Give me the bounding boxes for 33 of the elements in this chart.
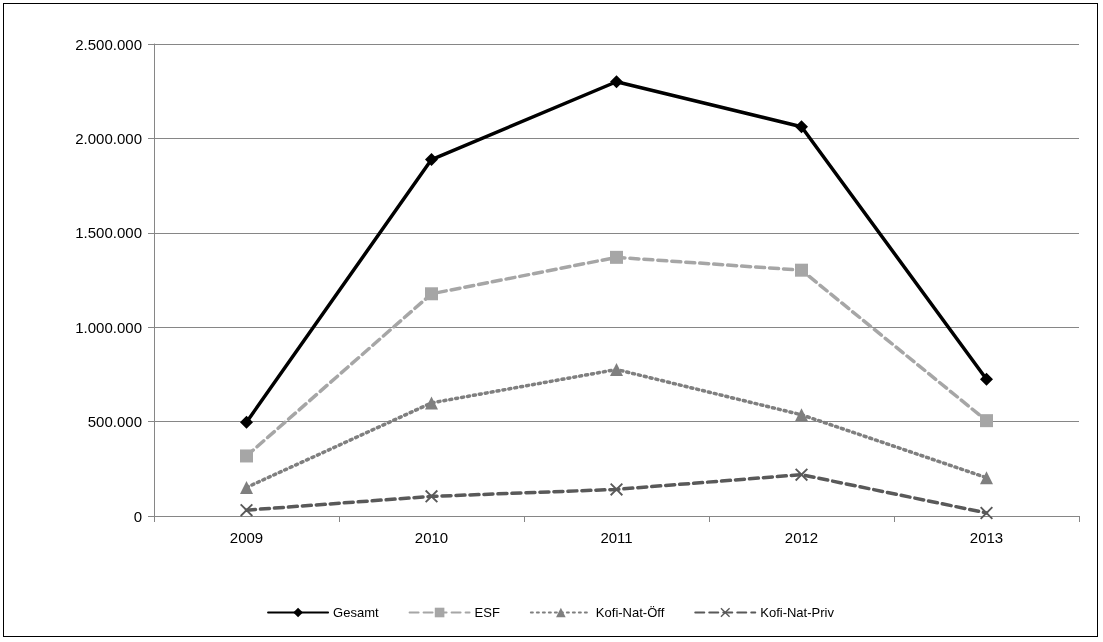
y-tick-label: 1.000.000 (75, 318, 142, 336)
x-tick-label: 2011 (600, 529, 633, 546)
point (240, 449, 253, 463)
point (795, 408, 808, 422)
x-tick-label: 2013 (969, 529, 1004, 546)
point (795, 468, 808, 482)
legend-label: Kofi-Nat-Öff (595, 605, 665, 620)
point (980, 471, 993, 485)
x-tick-label: 2012 (784, 529, 819, 546)
point (425, 153, 438, 167)
point (980, 414, 993, 428)
x-tick-label: 2010 (414, 529, 449, 546)
legend-label: Kofi-Nat-Priv (760, 605, 835, 620)
y-tick-label: 500.000 (87, 413, 142, 431)
y-tick-label: 2.000.000 (75, 129, 142, 147)
point (425, 489, 438, 503)
point (610, 75, 623, 89)
point (240, 415, 253, 429)
x-tick-label: 2009 (229, 529, 264, 546)
point (240, 480, 253, 494)
point (610, 482, 623, 496)
legend-label: Gesamt (333, 605, 379, 620)
point (610, 250, 623, 264)
legend-label: ESF (474, 605, 500, 620)
point (795, 120, 808, 134)
point (610, 362, 623, 376)
point (795, 263, 808, 277)
point (425, 396, 438, 410)
y-tick-label: 0 (133, 507, 142, 525)
y-tick-label: 1.500.000 (75, 224, 142, 242)
point (980, 372, 993, 386)
point (425, 287, 438, 301)
y-tick-label: 2.500.000 (75, 35, 142, 53)
